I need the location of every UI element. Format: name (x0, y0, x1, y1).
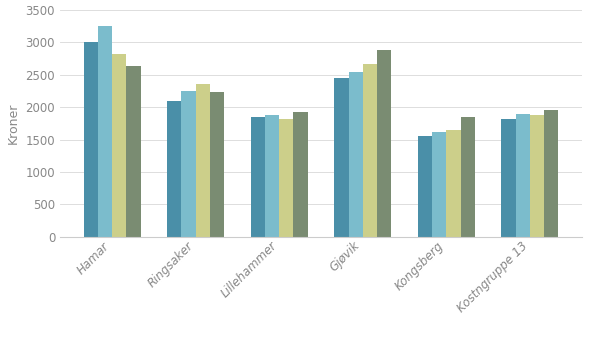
Bar (112, 54, 127, 237)
Bar (461, 117, 475, 237)
Bar (544, 111, 558, 237)
Bar (127, 66, 140, 237)
Bar (530, 115, 544, 237)
Bar (377, 50, 391, 237)
Bar (181, 91, 196, 237)
Bar (98, 26, 112, 237)
Bar (363, 64, 377, 237)
Bar (293, 112, 308, 237)
Bar (167, 101, 181, 237)
Bar (265, 115, 279, 237)
Bar (349, 72, 363, 237)
Bar (334, 78, 349, 237)
Bar (279, 119, 293, 237)
Bar (84, 42, 98, 237)
Bar (418, 136, 432, 237)
Bar (210, 92, 224, 237)
Bar (251, 117, 265, 237)
Bar (196, 84, 210, 237)
Bar (432, 132, 446, 237)
Bar (502, 119, 515, 237)
Bar (446, 130, 461, 237)
Bar (515, 114, 530, 237)
Y-axis label: Kroner: Kroner (7, 103, 20, 144)
